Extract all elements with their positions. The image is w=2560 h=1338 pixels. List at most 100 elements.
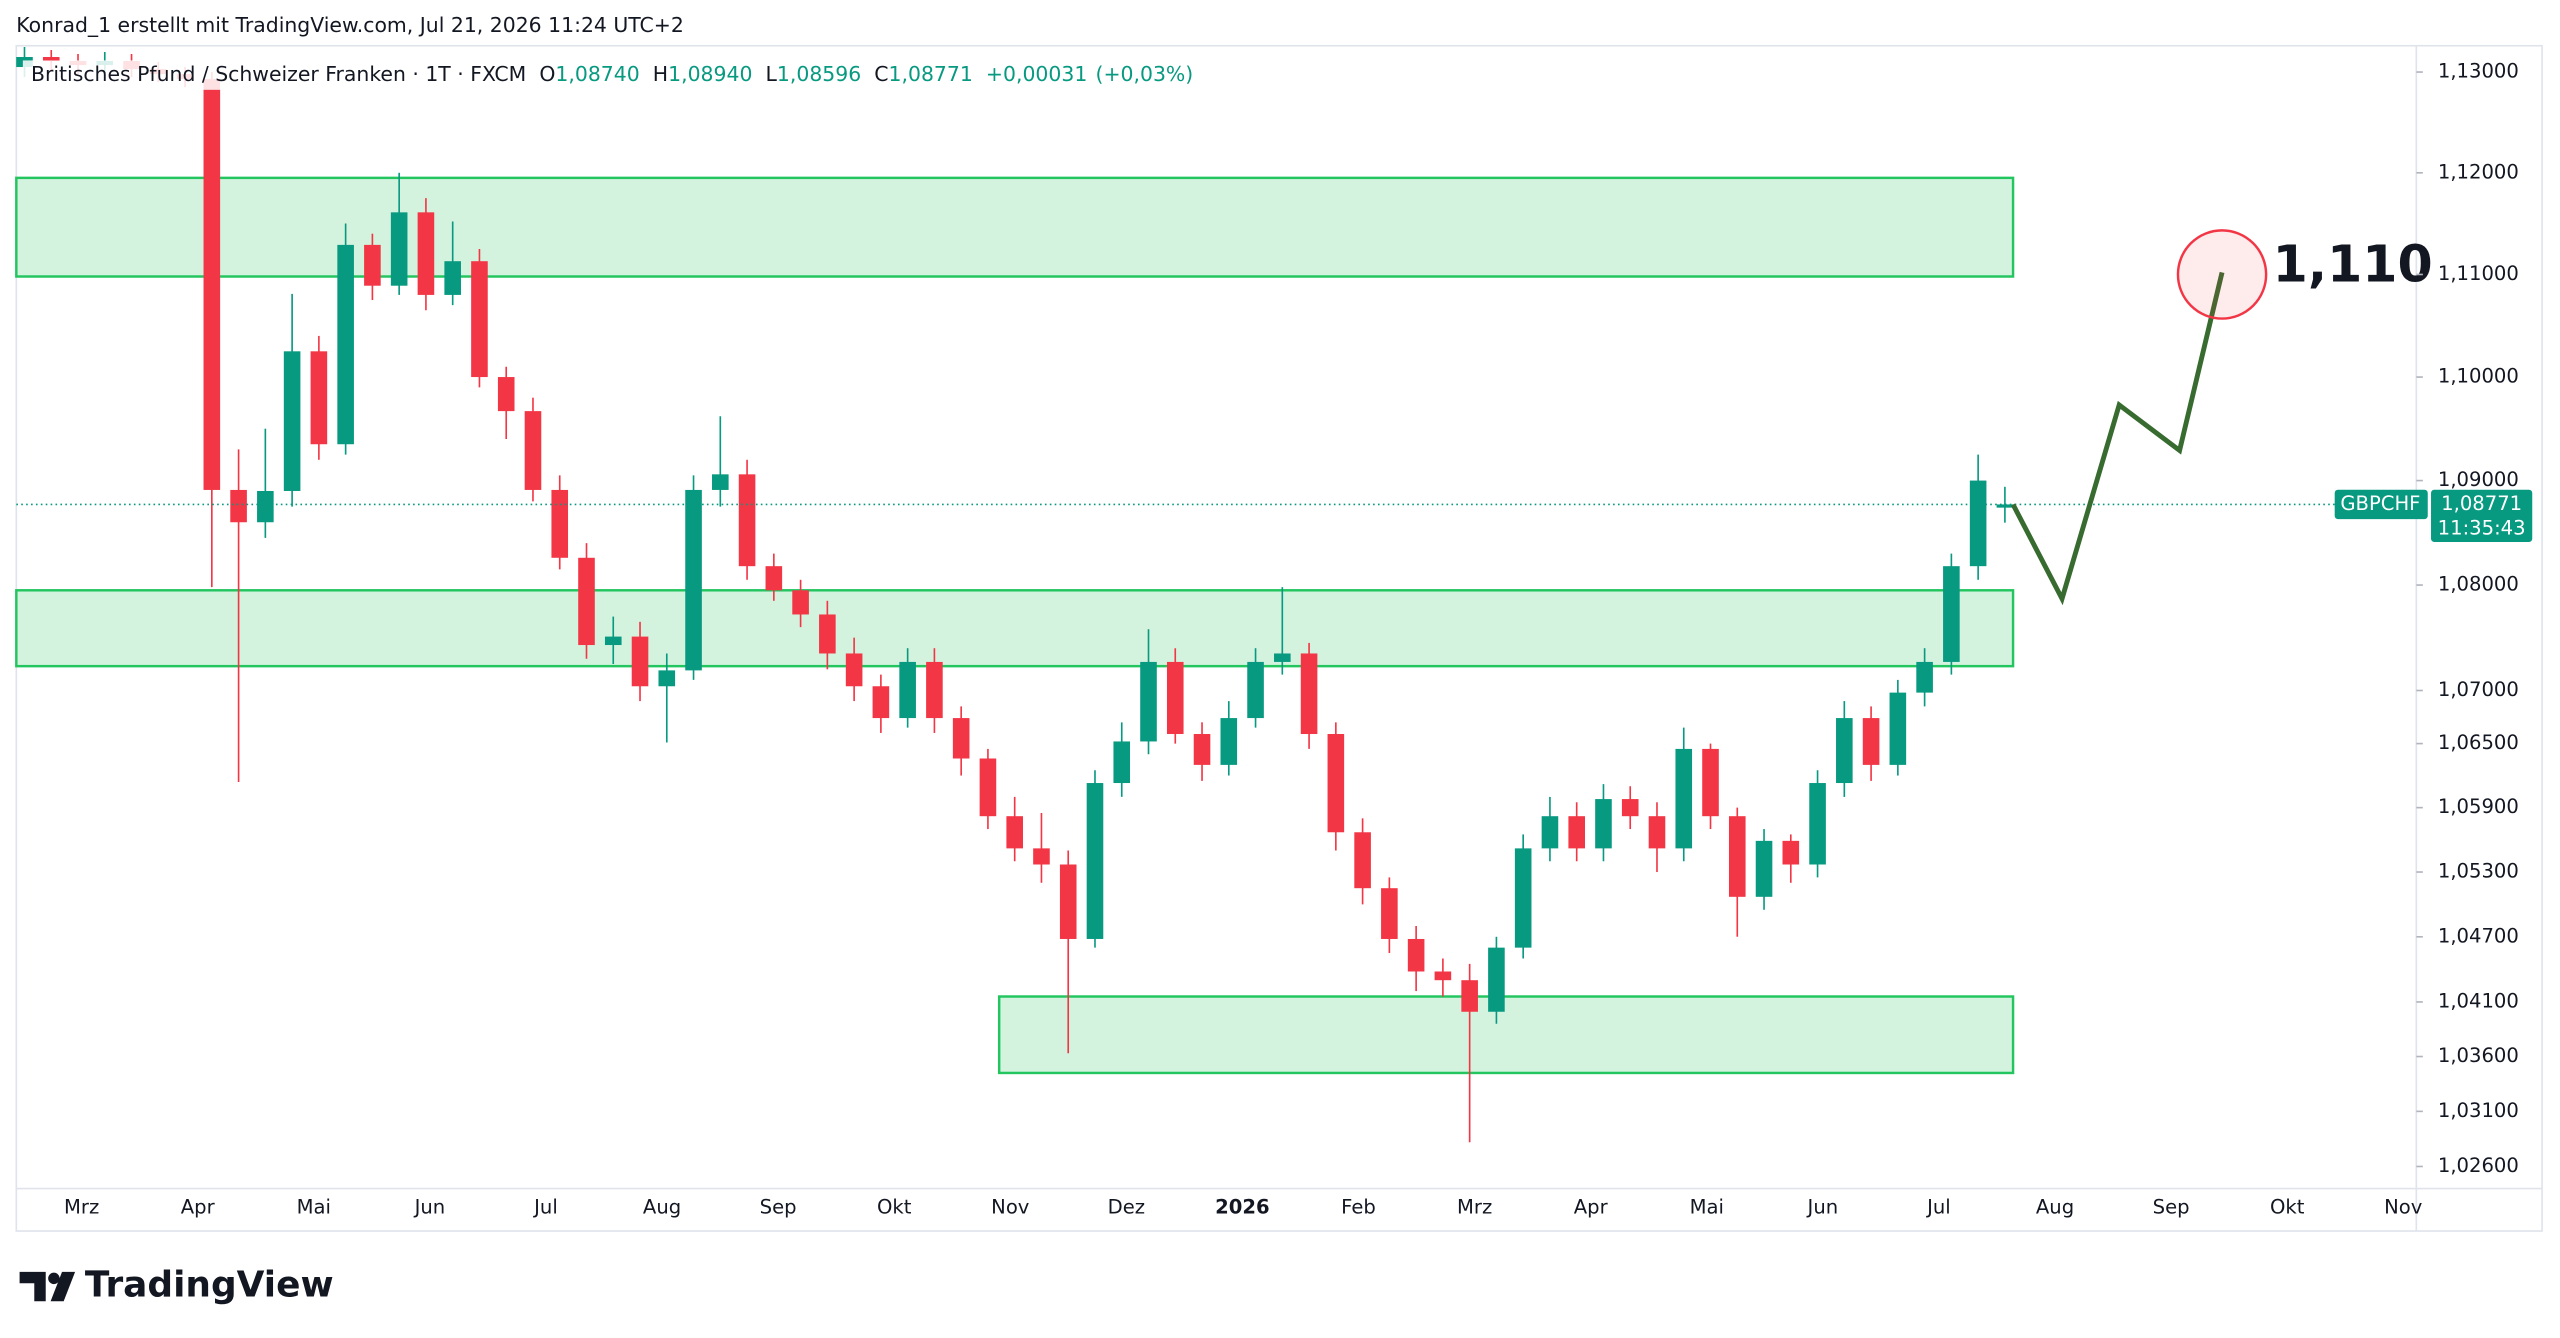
y-tick-label: 1,08000 <box>2438 573 2519 596</box>
candle-body <box>1728 816 1746 897</box>
x-tick-label: Mrz <box>64 1196 99 1219</box>
target-label: 1,110 <box>2273 234 2433 293</box>
candle-body <box>42 57 60 62</box>
ohlc-prefix: C <box>874 62 888 86</box>
ohlc-value: 1,08740 <box>555 62 639 86</box>
y-tick-label: 1,06500 <box>2438 731 2519 754</box>
header: Konrad_1 erstellt mit TradingView.com, J… <box>16 13 684 38</box>
x-tick-label: Jun <box>413 1196 446 1219</box>
candle-body <box>926 661 943 719</box>
candle-body <box>1943 566 1960 662</box>
candle-body <box>1488 947 1505 1012</box>
price-tag <box>2431 489 2533 542</box>
candle-body <box>1166 661 1184 735</box>
x-tick-label: Dez <box>1108 1196 1145 1219</box>
candle-body <box>1274 653 1291 662</box>
x-tick-label: Jun <box>1806 1196 1839 1219</box>
ticker-tag <box>2334 489 2428 520</box>
candle-body <box>203 79 221 490</box>
logo-dot <box>48 1272 60 1285</box>
x-tick-label: Aug <box>2036 1196 2074 1219</box>
legend-bg <box>22 60 1101 90</box>
candle-body <box>1541 816 1559 849</box>
candle-body <box>1648 816 1666 849</box>
candle-body <box>1381 888 1398 939</box>
change: +0,00031 <box>986 62 1087 86</box>
x-tick-label: Nov <box>2384 1196 2422 1219</box>
y-tick-label: 1,10000 <box>2438 365 2519 388</box>
projection <box>2010 271 2225 606</box>
candle-body <box>1113 741 1131 784</box>
candle-body <box>1514 848 1532 948</box>
candle-body <box>257 490 274 523</box>
x-tick-label: Okt <box>877 1196 912 1219</box>
candle-body <box>1407 938 1425 972</box>
candle-body <box>1836 718 1853 784</box>
candle-body <box>1300 653 1318 735</box>
legend: Britisches Pfund / Schweizer Franken · 1… <box>22 60 1193 90</box>
logo-mark <box>19 1271 46 1302</box>
brand: TradingView <box>85 1265 334 1306</box>
candle-body <box>1461 980 1478 1012</box>
candle-body <box>1434 971 1452 981</box>
ohlc-value: 1,08771 <box>889 62 973 86</box>
ohlc-prefix: L <box>766 62 778 86</box>
candle-body <box>685 489 702 671</box>
x-tick-label: Mai <box>1690 1196 1724 1219</box>
y-tick-label: 1,09000 <box>2438 468 2519 491</box>
candle-body <box>578 557 595 646</box>
x-tick-label: Apr <box>1574 1196 1609 1219</box>
candle-body <box>283 351 301 491</box>
candle-body <box>310 351 328 445</box>
candle-body <box>1862 718 1880 765</box>
x-tick-label: Sep <box>760 1196 797 1219</box>
candle-body <box>1809 783 1826 865</box>
ohlc-value: 1,08596 <box>777 62 861 86</box>
candle-body <box>1059 864 1077 939</box>
candle-body <box>899 661 916 719</box>
candle-body <box>1354 832 1371 889</box>
y-tick-label: 1,05300 <box>2438 860 2519 883</box>
x-tick-label: Sep <box>2153 1196 2190 1219</box>
countdown: 11:35:43 <box>2438 516 2526 539</box>
candle-body <box>1916 661 1933 693</box>
zone <box>15 589 2015 668</box>
candle-body <box>337 244 354 445</box>
candle-body <box>1755 840 1773 897</box>
candle-body <box>792 590 809 615</box>
x-tick-label: Aug <box>643 1196 681 1219</box>
candle-body <box>765 566 783 591</box>
ticker-text: GBPCHF <box>2340 492 2420 515</box>
symbol: Britisches Pfund / Schweizer Franken · 1… <box>31 62 526 86</box>
candle-body <box>1969 480 1987 567</box>
legend-line: Britisches Pfund / Schweizer Franken · 1… <box>31 62 1193 86</box>
x-tick-label: Feb <box>1341 1196 1376 1219</box>
candle-body <box>524 411 542 490</box>
logo-slash <box>50 1271 76 1302</box>
candle-body <box>1086 783 1104 939</box>
candle-body <box>1247 661 1264 719</box>
candle-body <box>471 261 488 378</box>
zone <box>15 176 2015 278</box>
y-tick-label: 1,04700 <box>2438 924 2519 947</box>
candle-body <box>1033 848 1050 865</box>
candle-body <box>1702 748 1719 817</box>
candle-body <box>1595 799 1612 849</box>
axes: 1,13000 1,12000 1,11000 1,10000 1,09000 1,080… <box>64 60 2519 1219</box>
candle-body <box>497 377 515 412</box>
candle-body <box>712 474 729 490</box>
candle-body <box>1621 799 1639 817</box>
y-tick-label: 1,02600 <box>2438 1154 2519 1177</box>
candle-body <box>952 718 970 759</box>
candle-body <box>1782 840 1800 865</box>
candle-body <box>1140 661 1157 742</box>
x-tick-label: Mai <box>297 1196 331 1219</box>
x-tick-label: Jul <box>1925 1196 1951 1219</box>
x-tick-label: Okt <box>2270 1196 2305 1219</box>
candle-body <box>444 261 461 295</box>
brand-logo: TradingView <box>19 1265 334 1306</box>
candle-body <box>1568 816 1585 849</box>
zones <box>15 176 2015 1075</box>
